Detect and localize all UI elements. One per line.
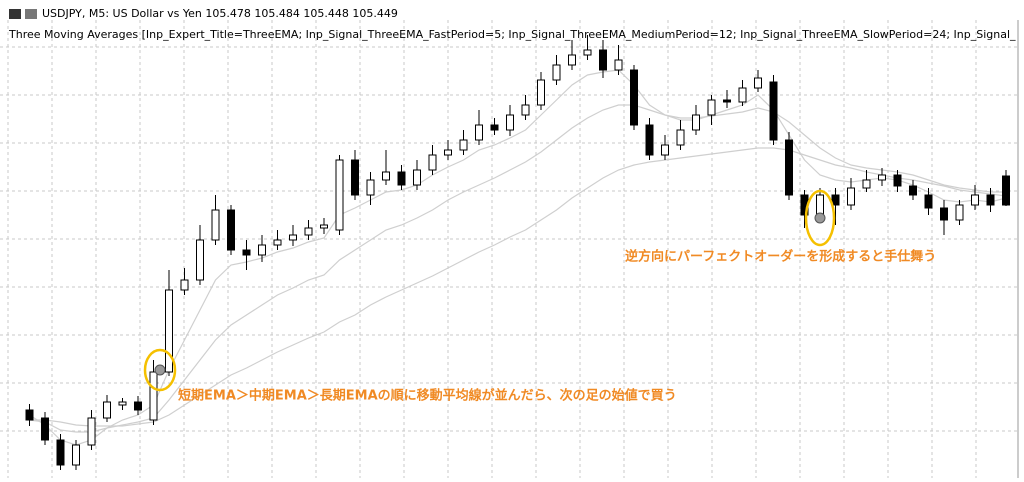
candle-body bbox=[971, 194, 979, 206]
candle-body bbox=[72, 444, 80, 466]
candle-body bbox=[25, 409, 34, 421]
icon bbox=[9, 9, 21, 19]
candle-body bbox=[165, 289, 173, 373]
candle-body bbox=[893, 174, 902, 187]
candle-body bbox=[940, 207, 948, 221]
signal-icon bbox=[154, 364, 166, 376]
candle-body bbox=[537, 79, 545, 106]
candle-body bbox=[676, 129, 685, 146]
icon bbox=[25, 9, 37, 19]
candle-body bbox=[769, 81, 778, 141]
moving-average bbox=[29, 69, 1007, 446]
candle-body bbox=[413, 169, 421, 186]
candle-body bbox=[490, 124, 499, 131]
candle-body bbox=[831, 194, 840, 206]
candle-body bbox=[118, 401, 127, 406]
candle-body bbox=[459, 139, 468, 151]
candle-body bbox=[41, 417, 49, 441]
candle-body bbox=[320, 224, 328, 229]
candle-body bbox=[568, 54, 576, 66]
candle-body bbox=[56, 439, 65, 466]
candle-body bbox=[149, 371, 158, 421]
highlight bbox=[143, 348, 177, 392]
candle-body bbox=[273, 239, 282, 246]
candle-body bbox=[630, 69, 638, 126]
candle-body bbox=[397, 171, 406, 186]
highlight bbox=[804, 189, 836, 247]
indicator-label: Three Moving Averages [Inp_Expert_Title=… bbox=[8, 28, 1016, 41]
candle-body bbox=[723, 99, 731, 103]
candle-body bbox=[428, 154, 437, 171]
candle-body bbox=[986, 194, 995, 206]
candle-body bbox=[304, 227, 313, 236]
signal-icon bbox=[814, 212, 826, 224]
candle-body bbox=[692, 114, 700, 131]
candle-body bbox=[878, 174, 886, 181]
candle-body bbox=[196, 239, 204, 281]
chart-title: USDJPY, M5: US Dollar vs Yen 105.478 105… bbox=[42, 7, 398, 20]
candle-body bbox=[909, 185, 917, 196]
candle-body bbox=[103, 401, 111, 419]
candle-body bbox=[475, 124, 483, 141]
candle-body bbox=[754, 77, 762, 89]
candle-body bbox=[242, 249, 251, 256]
candle-body bbox=[599, 49, 607, 71]
candle-body bbox=[351, 159, 359, 196]
candle-body bbox=[816, 194, 824, 216]
candle-body bbox=[134, 401, 142, 411]
candle-body bbox=[366, 179, 375, 196]
candle-body bbox=[211, 209, 220, 241]
candle-body bbox=[444, 149, 452, 156]
candle-body bbox=[506, 114, 514, 131]
candle-body bbox=[583, 49, 592, 56]
candle-body bbox=[955, 204, 964, 221]
candle-body bbox=[738, 87, 747, 103]
candle-body bbox=[227, 209, 235, 251]
candle-body bbox=[521, 104, 530, 116]
candle-body bbox=[87, 417, 96, 446]
candle-body bbox=[645, 124, 654, 156]
candle-body bbox=[661, 144, 669, 156]
candle-body bbox=[258, 244, 266, 256]
moving-average bbox=[29, 147, 1007, 427]
candle-body bbox=[614, 59, 623, 71]
moving-average bbox=[29, 104, 1006, 433]
candle-body bbox=[289, 234, 297, 241]
plot bbox=[25, 35, 1010, 470]
candle-body bbox=[707, 99, 716, 116]
candle-body bbox=[335, 159, 344, 231]
annotation: 逆方向にパーフェクトオーダーを形成すると手仕舞う bbox=[625, 249, 936, 265]
candle-body bbox=[1002, 175, 1010, 206]
candle-body bbox=[552, 64, 561, 81]
candle-body bbox=[847, 187, 855, 206]
candle-body bbox=[785, 139, 793, 196]
candle-body bbox=[382, 171, 390, 181]
annotation: 短期EMA＞中期EMA＞長期EMAの順に移動平均線が並んだら、次の足の始値で買う bbox=[178, 388, 677, 404]
candle-body bbox=[924, 194, 933, 209]
candle-body bbox=[180, 279, 189, 291]
candle-body bbox=[862, 179, 871, 189]
